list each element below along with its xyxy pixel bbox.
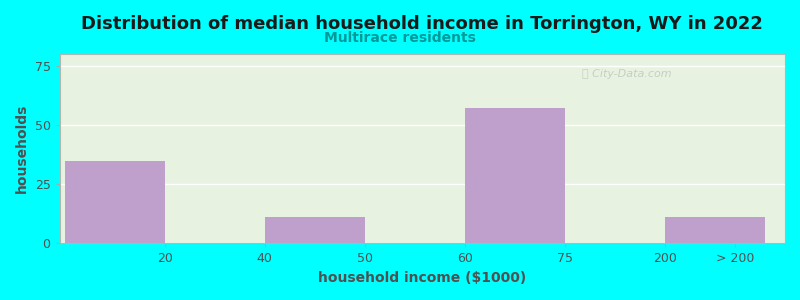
X-axis label: household income ($1000): household income ($1000) xyxy=(318,271,526,285)
Bar xyxy=(65,160,165,243)
Y-axis label: households: households xyxy=(15,104,29,194)
Text: Multirace residents: Multirace residents xyxy=(324,32,476,46)
Bar xyxy=(465,109,565,243)
Text: ⓘ City-Data.com: ⓘ City-Data.com xyxy=(582,69,671,79)
Title: Distribution of median household income in Torrington, WY in 2022: Distribution of median household income … xyxy=(82,15,763,33)
Bar xyxy=(265,218,365,243)
Bar xyxy=(665,218,765,243)
